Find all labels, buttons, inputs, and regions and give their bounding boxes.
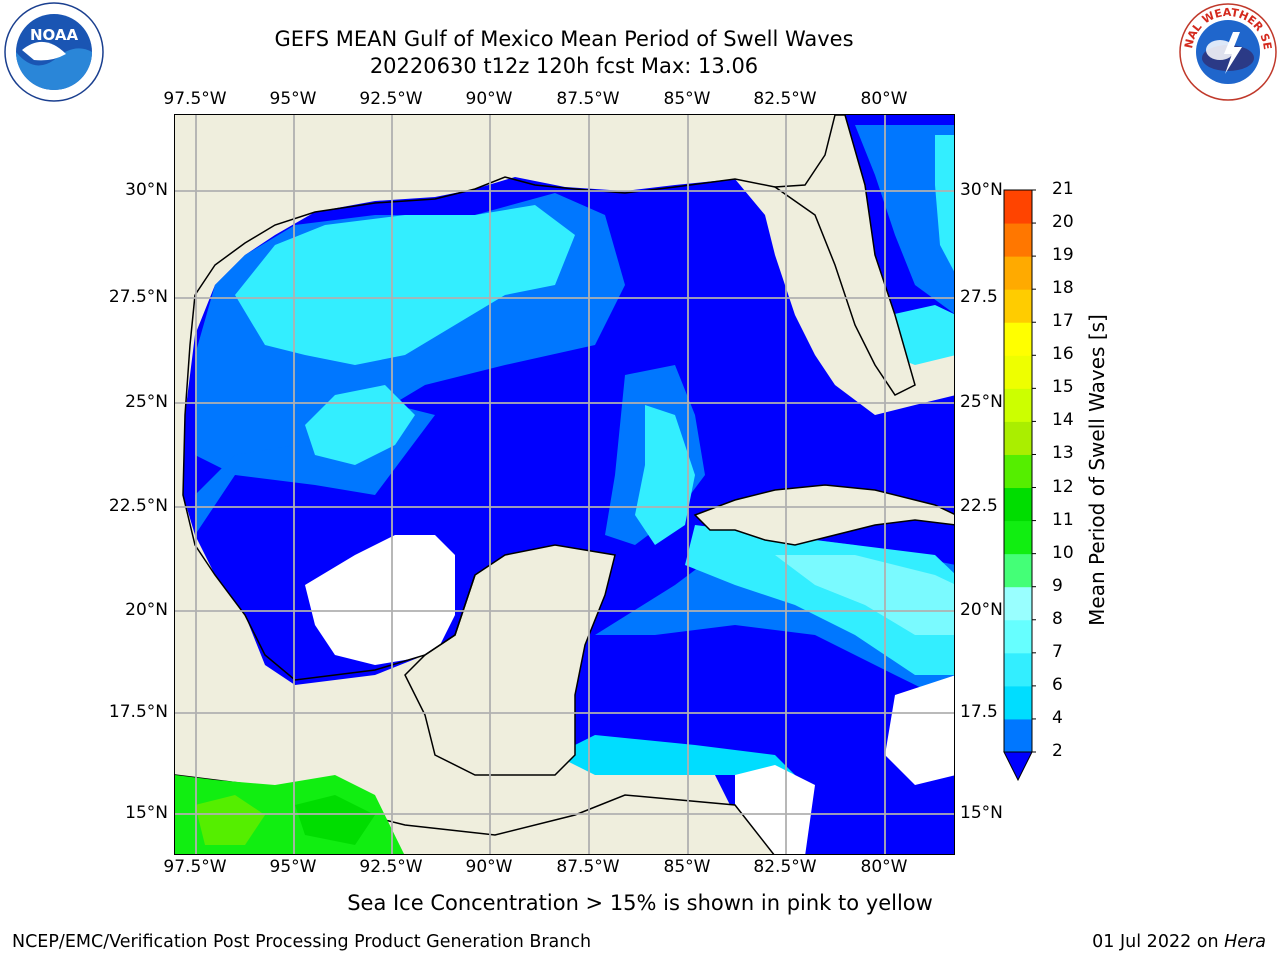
lon-tick-bottom: 90°W [465,857,513,877]
lon-tick-bottom: 82.5°W [753,857,817,877]
lon-tick-top: 90°W [465,89,513,109]
colorbar [1003,189,1036,782]
lat-tick-right: 22.5 [960,496,998,516]
noaa-logo-icon: NOAA [4,2,104,102]
sea-ice-note: Sea Ice Concentration > 15% is shown in … [347,891,933,915]
colorbar-tick-label: 14 [1052,410,1074,431]
yucatan-land [404,544,616,776]
colorbar-tick-label: 13 [1052,443,1074,464]
lon-tick-bottom: 80°W [860,857,908,877]
lon-tick-top: 97.5°W [163,89,227,109]
colorbar-segment [1004,520,1032,555]
colorbar-segment [1004,289,1032,323]
colorbar-tick-label: 19 [1052,245,1074,266]
colorbar-tick-label: 9 [1052,575,1063,596]
colorbar-tick-label: 16 [1052,344,1074,365]
colorbar-segment [1004,190,1032,224]
map-panel [174,114,955,855]
colorbar-segment [1004,355,1032,389]
lat-tick-right: 20°N [960,600,1003,620]
colorbar-segment [1004,685,1032,720]
lat-tick-left: 15°N [125,803,168,823]
footer-credit: NCEP/EMC/Verification Post Processing Pr… [12,932,592,952]
colorbar-frame [1003,189,1033,753]
colorbar-segment [1004,619,1032,654]
footer-date: 01 Jul 2022 on Hera [1092,932,1266,952]
footer-date-text: 01 Jul 2022 on [1092,932,1225,952]
colorbar-tick-label: 15 [1052,377,1074,398]
lon-tick-bottom: 95°W [269,857,317,877]
west-coastline [182,294,476,681]
national-weather-service-logo-icon: NATIONAL WEATHER SERVICE [1178,2,1277,101]
colorbar-segment [1004,454,1032,489]
colorbar-segment [1004,322,1032,356]
colorbar-tick-label: 2 [1052,741,1063,761]
chart-title: GEFS MEAN Gulf of Mexico Mean Period of … [274,27,854,51]
colorbar-segment [1004,421,1032,455]
colorbar-segment [1004,718,1032,753]
colorbar-segment [1004,652,1032,687]
lat-tick-right: 30°N [960,180,1003,200]
lat-tick-right: 17.5 [960,702,998,722]
colorbar-tick-label: 10 [1052,542,1074,563]
colorbar-segment [1004,256,1032,290]
colorbar-tick-label: 18 [1052,278,1074,299]
colorbar-tick-label: 17 [1052,311,1074,332]
colorbar-segment [1004,487,1032,522]
lon-tick-top: 85°W [663,89,711,109]
colorbar-tick-label: 11 [1052,509,1074,530]
lat-tick-left: 17.5°N [108,702,168,722]
colorbar-segment [1004,586,1032,621]
lon-tick-top: 92.5°W [359,89,423,109]
colorbar-tick-label: 21 [1052,179,1074,199]
colorbar-extension [1003,751,1033,782]
lon-tick-top: 95°W [269,89,317,109]
colorbar-segment [1004,553,1032,588]
svg-text:NOAA: NOAA [30,26,79,44]
lon-tick-bottom: 87.5°W [556,857,620,877]
lat-tick-left: 22.5°N [108,496,168,516]
lat-tick-right: 27.5 [960,287,998,307]
colorbar-tick-label: 12 [1052,476,1074,497]
colorbar-tick-label: 20 [1052,212,1074,233]
lon-tick-bottom: 85°W [663,857,711,877]
colorbar-title: Mean Period of Swell Waves [s] [1085,314,1109,626]
lon-tick-bottom: 97.5°W [163,857,227,877]
lat-tick-right: 25°N [960,392,1003,412]
footer-host: Hera [1224,932,1266,952]
lon-tick-top: 82.5°W [753,89,817,109]
cuba-land [693,484,954,546]
swell-period-map [175,115,954,854]
chart-subtitle: 20220630 t12z 120h fcst Max: 13.06 [369,54,759,78]
lon-tick-top: 87.5°W [556,89,620,109]
lat-tick-left: 20°N [125,600,168,620]
colorbar-tick-label: 4 [1052,707,1063,728]
lon-tick-bottom: 92.5°W [359,857,423,877]
colorbar-tick-label: 7 [1052,641,1063,662]
lat-tick-left: 30°N [125,180,168,200]
colorbar-tick-label: 8 [1052,608,1063,629]
lat-tick-left: 25°N [125,392,168,412]
lat-tick-right: 15°N [960,803,1003,823]
lon-tick-top: 80°W [860,89,908,109]
colorbar-tick-label: 6 [1052,674,1063,695]
colorbar-segment [1004,388,1032,422]
lat-tick-left: 27.5°N [108,287,168,307]
north-coastline [194,176,776,296]
colorbar-segment [1004,223,1032,257]
